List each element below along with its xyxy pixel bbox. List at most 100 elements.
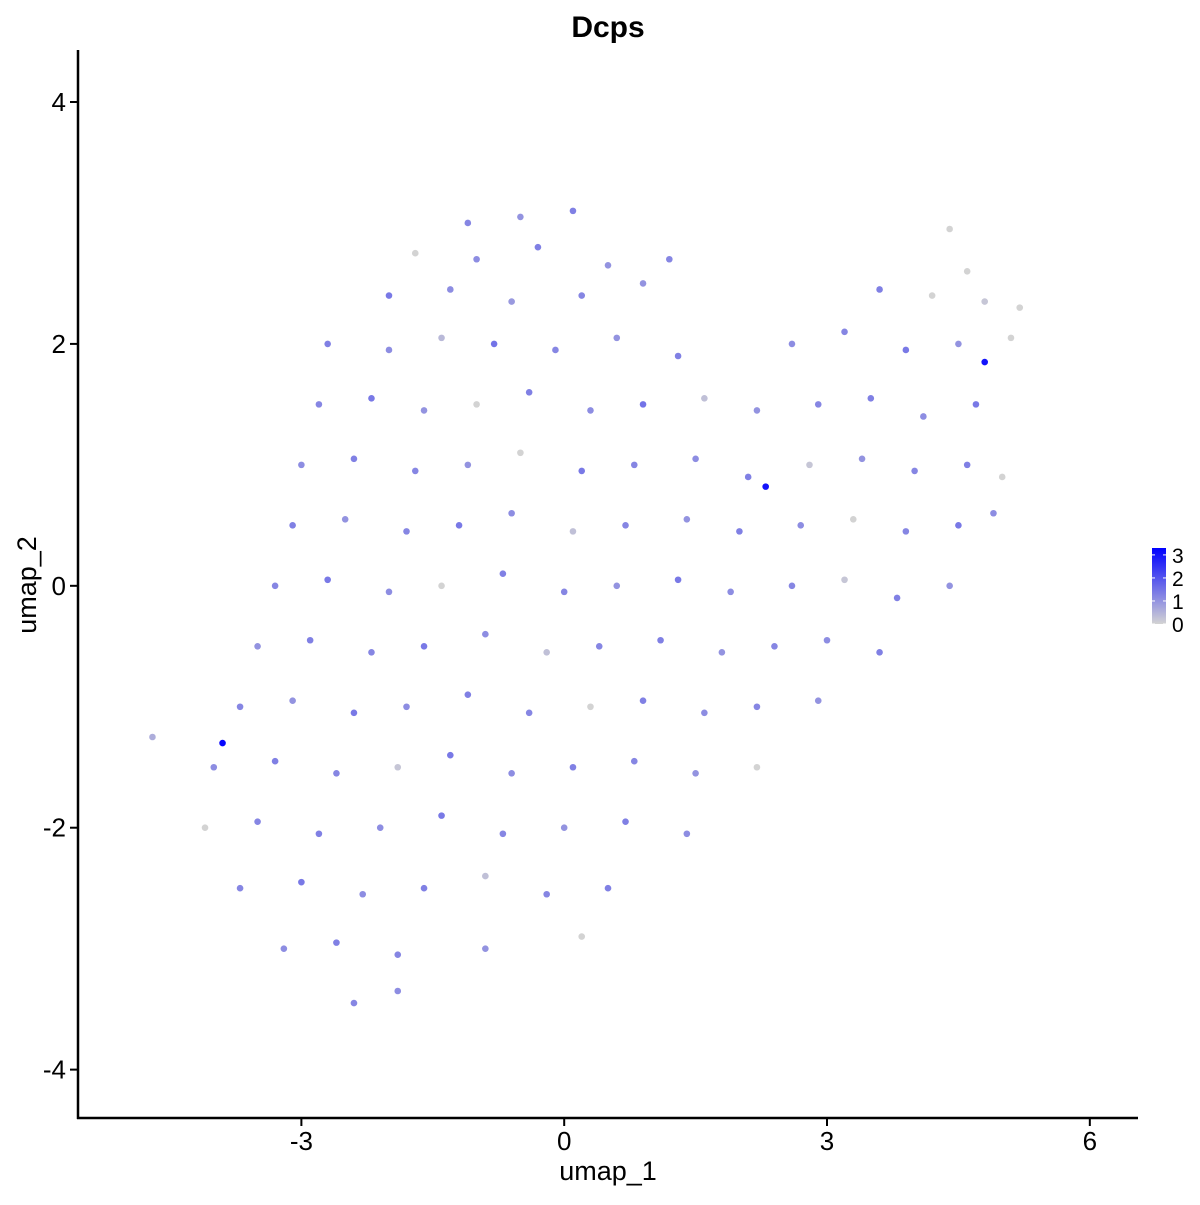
point (674, 576, 682, 584)
y-tick-label: -2 (43, 813, 66, 843)
point (823, 636, 831, 644)
point (376, 824, 384, 832)
point (578, 933, 586, 940)
point (911, 467, 918, 475)
point (639, 280, 647, 287)
x-tick-label: -3 (290, 1126, 313, 1156)
point (464, 219, 472, 227)
point (998, 473, 1006, 481)
chart-title: Dcps (571, 11, 644, 44)
point (963, 268, 971, 275)
point (385, 292, 393, 299)
point (587, 703, 594, 711)
point (657, 636, 664, 644)
point (306, 636, 314, 644)
point (420, 884, 428, 892)
point (499, 830, 507, 838)
point (368, 649, 375, 656)
point (210, 763, 218, 771)
point (289, 522, 296, 529)
point (955, 522, 962, 529)
point (972, 401, 980, 408)
point (955, 340, 962, 348)
point (482, 872, 489, 880)
point (236, 703, 244, 711)
point (254, 642, 261, 650)
point (403, 703, 410, 711)
point (981, 298, 988, 305)
point (508, 298, 515, 305)
point (236, 884, 244, 892)
point (420, 642, 428, 650)
point (753, 763, 761, 771)
point (508, 509, 515, 517)
colorbar-label: 0 (1172, 614, 1184, 637)
point (271, 757, 279, 765)
point (604, 884, 612, 892)
point (867, 395, 875, 402)
point (298, 461, 305, 469)
point (683, 830, 691, 838)
point (420, 407, 428, 414)
x-tick-label: 0 (557, 1126, 571, 1156)
point (394, 763, 402, 771)
point (315, 401, 323, 408)
point (806, 461, 813, 469)
point (1007, 334, 1015, 342)
point (534, 243, 542, 251)
point (411, 467, 419, 475)
point (630, 461, 638, 469)
point (201, 824, 209, 832)
point (604, 261, 612, 269)
point (814, 697, 822, 705)
point (841, 328, 848, 336)
point (464, 691, 472, 698)
point (587, 407, 594, 414)
point (814, 401, 822, 408)
point (394, 987, 402, 995)
point (578, 292, 586, 299)
point (753, 703, 761, 711)
x-tick-label: 6 (1083, 1126, 1097, 1156)
point (622, 522, 629, 529)
point (359, 890, 367, 898)
y-axis-label: umap_2 (12, 536, 42, 634)
point (613, 334, 621, 342)
point (385, 588, 393, 596)
point (350, 455, 358, 463)
point (298, 878, 305, 886)
colorbar-label: 2 (1172, 568, 1184, 591)
point (595, 642, 603, 650)
point (438, 582, 445, 590)
point (683, 515, 691, 523)
point (569, 763, 577, 771)
point (271, 582, 279, 590)
point (517, 449, 524, 457)
point (920, 413, 927, 420)
point (788, 582, 796, 590)
point (797, 522, 805, 529)
point (438, 334, 445, 342)
point (902, 528, 910, 535)
point (701, 395, 708, 402)
point (674, 352, 682, 360)
y-tick-label: 0 (52, 571, 66, 601)
point (876, 286, 883, 293)
point (701, 709, 708, 717)
point (736, 528, 743, 535)
colorbar (1152, 548, 1166, 624)
point (499, 570, 507, 578)
point (552, 346, 559, 354)
point (753, 407, 761, 414)
point (490, 340, 498, 348)
point (692, 769, 699, 777)
y-tick-label: -4 (43, 1055, 66, 1085)
point (981, 358, 988, 366)
colorbar-label: 3 (1172, 545, 1184, 568)
point (543, 649, 550, 656)
point (394, 951, 402, 959)
point (639, 697, 647, 705)
point (849, 515, 857, 523)
point (368, 395, 375, 402)
